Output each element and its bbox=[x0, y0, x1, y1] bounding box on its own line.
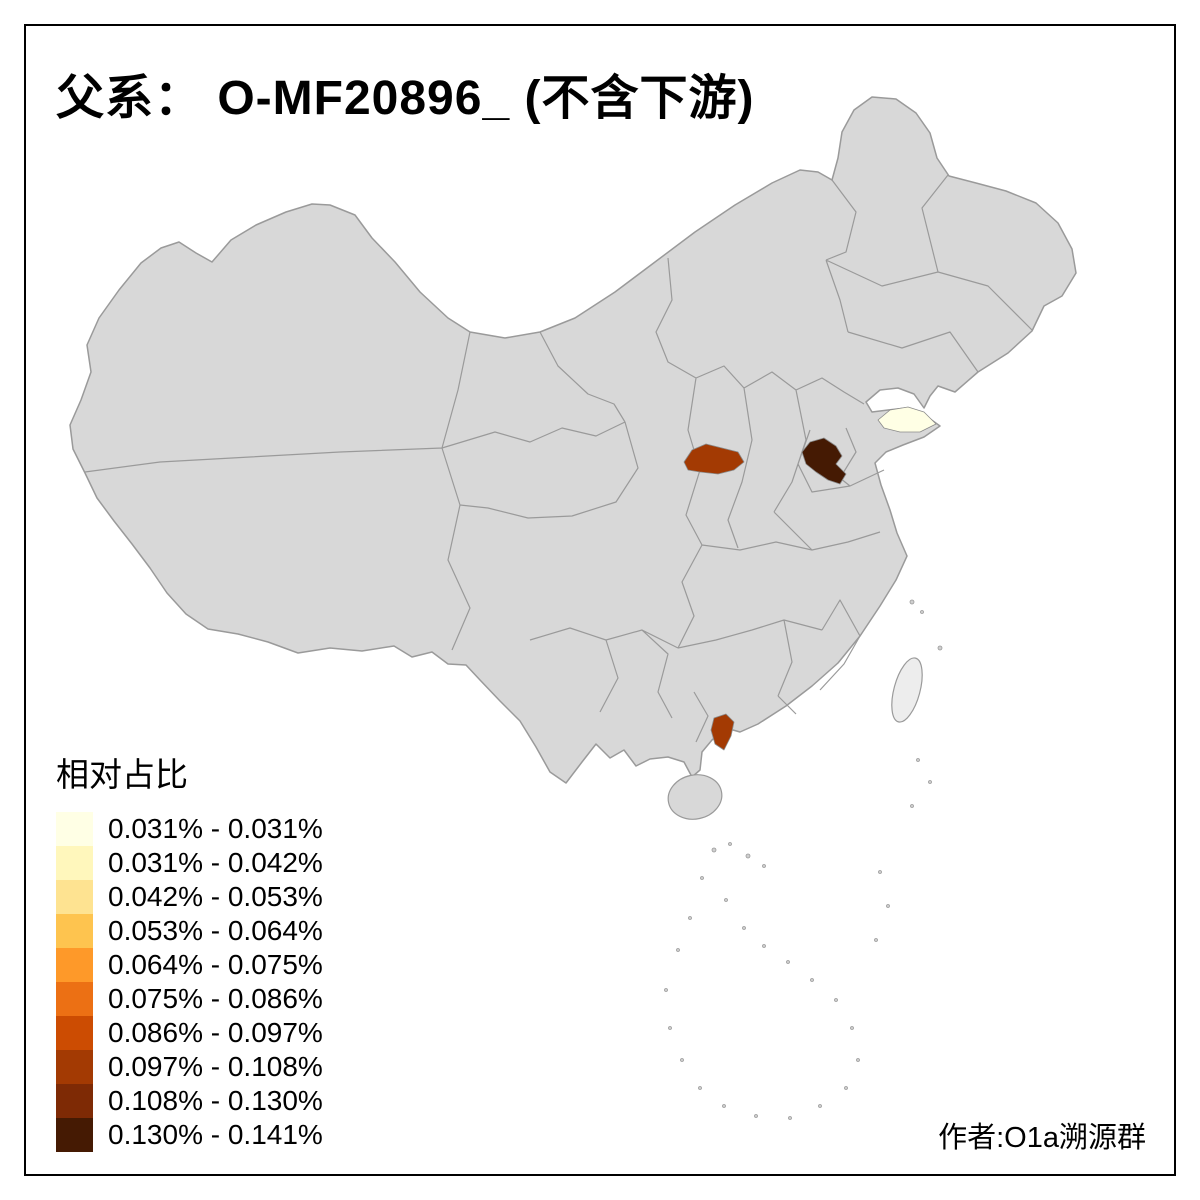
page-title: 父系： O-MF20896_ (不含下游) bbox=[56, 72, 755, 125]
legend-title: 相对占比 bbox=[56, 756, 188, 793]
region-west-shandong bbox=[801, 437, 847, 485]
legend-swatch bbox=[56, 1016, 93, 1050]
legend-swatch bbox=[56, 1118, 93, 1152]
legend-swatch bbox=[56, 948, 93, 982]
legend-label: 0.130% - 0.141% bbox=[108, 1119, 323, 1150]
legend-label: 0.086% - 0.097% bbox=[108, 1017, 323, 1048]
taiwan-island bbox=[891, 657, 923, 723]
legend-item: 0.031% - 0.042% bbox=[56, 846, 323, 880]
legend-item: 0.130% - 0.141% bbox=[56, 1118, 323, 1152]
highlighted-regions bbox=[683, 406, 937, 751]
region-central-shaanxi bbox=[683, 443, 745, 475]
legend-item: 0.031% - 0.031% bbox=[56, 812, 323, 846]
legend-item: 0.042% - 0.053% bbox=[56, 880, 323, 914]
legend-label: 0.064% - 0.075% bbox=[108, 949, 323, 980]
south-china-sea-islets bbox=[664, 599, 943, 1120]
legend: 相对占比 0.031% - 0.031% 0.031% - 0.042% 0.0… bbox=[56, 748, 323, 1152]
hainan-island bbox=[667, 774, 723, 820]
legend-label: 0.053% - 0.064% bbox=[108, 915, 323, 946]
legend-item: 0.097% - 0.108% bbox=[56, 1050, 323, 1084]
province-borders bbox=[84, 174, 1033, 743]
legend-swatch bbox=[56, 1050, 93, 1084]
legend-item: 0.064% - 0.075% bbox=[56, 948, 323, 982]
author-credit: 作者:O1a溯源群 bbox=[938, 1122, 1146, 1154]
legend-swatch bbox=[56, 914, 93, 948]
legend-label: 0.108% - 0.130% bbox=[108, 1085, 323, 1116]
legend-label: 0.097% - 0.108% bbox=[108, 1051, 323, 1082]
legend-item: 0.108% - 0.130% bbox=[56, 1084, 323, 1118]
legend-item: 0.075% - 0.086% bbox=[56, 982, 323, 1016]
region-east-shandong-peninsula bbox=[877, 406, 937, 433]
legend-label: 0.075% - 0.086% bbox=[108, 983, 323, 1014]
legend-label: 0.031% - 0.031% bbox=[108, 813, 323, 844]
region-pearl-river-delta bbox=[710, 713, 735, 751]
legend-item: 0.086% - 0.097% bbox=[56, 1016, 323, 1050]
legend-label: 0.031% - 0.042% bbox=[108, 847, 323, 878]
legend-swatch bbox=[56, 982, 93, 1016]
legend-label: 0.042% - 0.053% bbox=[108, 881, 323, 912]
legend-swatch bbox=[56, 880, 93, 914]
legend-item: 0.053% - 0.064% bbox=[56, 914, 323, 948]
legend-swatch bbox=[56, 846, 93, 880]
china-mainland-shape bbox=[69, 96, 1077, 784]
legend-swatch bbox=[56, 1084, 93, 1118]
legend-swatch bbox=[56, 812, 93, 846]
